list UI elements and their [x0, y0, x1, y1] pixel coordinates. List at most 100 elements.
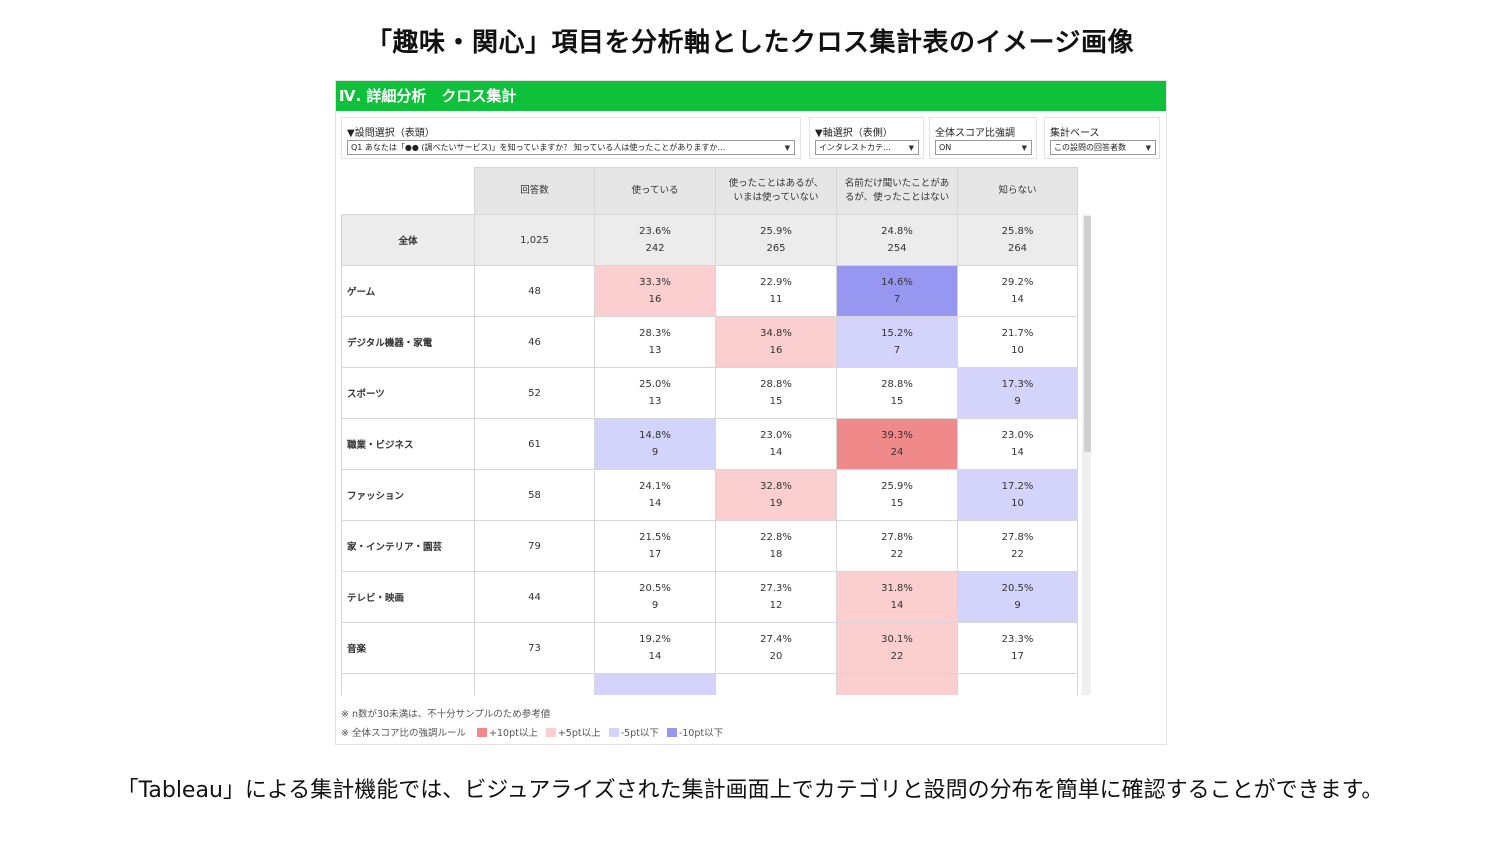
data-cell[interactable]: 23.3% 17	[957, 622, 1078, 674]
cell-percent: 17.2%	[1001, 481, 1034, 492]
data-cell[interactable]: 23.0% 14	[715, 418, 837, 470]
data-cell[interactable]: 29.2% 14	[957, 265, 1078, 317]
cell-percent: 21.7%	[1001, 328, 1034, 339]
cell-count: 13	[648, 396, 662, 407]
panel-header: Ⅳ. 詳細分析 クロス集計	[336, 81, 1166, 111]
data-cell[interactable]: 20.5% 9	[957, 571, 1078, 623]
axis-select[interactable]: インタレストカテ… ▼	[815, 140, 919, 155]
dropdown-caret-icon: ▼	[784, 144, 790, 152]
cell-percent: 20.5%	[639, 583, 671, 594]
column-header: 名前だけ聞いたことがあるが、使ったことはない	[836, 167, 958, 215]
response-count	[474, 673, 595, 695]
response-count: 52	[474, 367, 595, 419]
cell-count: 18	[769, 549, 783, 560]
data-cell[interactable]: 30.1% 22	[836, 622, 958, 674]
data-cell[interactable]: 25.0% 13	[594, 367, 716, 419]
data-cell[interactable]: 28.8% 15	[836, 367, 958, 419]
table-row: テレビ・映画 44 20.5% 9 27.3% 12 31.8% 14 20.5% 9	[341, 571, 1078, 623]
filter-axis-label: ▼軸選択（表側）	[815, 128, 893, 139]
data-cell[interactable]: 25.9% 265	[715, 214, 837, 266]
filter-emphasis-label: 全体スコア比強調	[935, 128, 1015, 139]
data-cell[interactable]: 14.6% 7	[836, 265, 958, 317]
data-cell[interactable]: 25.8% 264	[957, 214, 1078, 266]
filter-base: 集計ベース この設問の回答者数 ▼	[1044, 117, 1160, 159]
legend-swatch-icon	[545, 728, 556, 737]
dropdown-caret-icon: ▼	[908, 144, 914, 152]
column-header: 回答数	[474, 167, 595, 215]
response-count: 1,025	[474, 214, 595, 266]
data-cell[interactable]: 15.2% 7	[836, 316, 958, 368]
cell-count: 7	[893, 294, 901, 305]
cell-count: 13	[648, 345, 662, 356]
table-row: デジタル機器・家電 46 28.3% 13 34.8% 16 15.2% 7 21.7% 10	[341, 316, 1078, 368]
data-cell[interactable]: 33.3% 16	[594, 265, 716, 317]
data-cell[interactable]: 32.8% 19	[715, 469, 837, 521]
cell-count: 15	[890, 498, 904, 509]
caption: 「Tableau」による集計機能では、ビジュアライズされた集計画面上でカテゴリと…	[116, 778, 1384, 803]
cell-percent: 22.9%	[760, 277, 792, 288]
data-cell[interactable]: 27.3% 12	[715, 571, 837, 623]
response-count: 46	[474, 316, 595, 368]
column-header: 知らない	[957, 167, 1078, 215]
data-cell[interactable]: 28.8% 15	[715, 367, 837, 419]
legend-item: -10pt以下	[666, 724, 723, 743]
data-cell[interactable]: 17.2% 10	[957, 469, 1078, 521]
cell-count: 14	[1011, 294, 1024, 305]
column-header-label: 名前だけ聞いたことがあるが、使ったことはない	[844, 178, 950, 203]
table-row: スポーツ 52 25.0% 13 28.8% 15 28.8% 15 17.3% 9	[341, 367, 1078, 419]
data-cell[interactable]: 20.5% 9	[594, 571, 716, 623]
data-cell[interactable]: 22.8% 18	[715, 520, 837, 572]
cell-percent: 39.3%	[881, 430, 913, 441]
filter-axis: ▼軸選択（表側） インタレストカテ… ▼	[809, 117, 924, 159]
data-cell[interactable]: 29.1%	[957, 673, 1078, 695]
base-select[interactable]: この設問の回答者数 ▼	[1050, 140, 1156, 155]
data-cell[interactable]: 32.7%	[836, 673, 958, 695]
cell-percent: 27.4%	[760, 634, 792, 645]
data-cell[interactable]: 24.1% 14	[594, 469, 716, 521]
question-select[interactable]: Q1 あなたは「●● (調べたいサービス)」を知っていますか？ 知っている人は使…	[347, 140, 795, 155]
data-cell[interactable]: 17.3% 9	[957, 367, 1078, 419]
cell-percent: 24.8%	[881, 226, 913, 237]
row-label: 職業・ビジネス	[341, 418, 475, 470]
vertical-scrollbar[interactable]	[1082, 214, 1091, 695]
data-cell[interactable]: 28.3% 13	[594, 316, 716, 368]
cell-count: 11	[769, 294, 783, 305]
data-cell[interactable]: 21.9%	[715, 673, 837, 695]
legend-label: +5pt以上	[557, 728, 601, 739]
cell-percent: 23.0%	[760, 430, 792, 441]
row-label: ファッション	[341, 469, 475, 521]
cell-percent: 19.2%	[639, 634, 671, 645]
data-cell[interactable]: 27.4% 20	[715, 622, 837, 674]
data-cell[interactable]: 23.0% 14	[957, 418, 1078, 470]
data-cell[interactable]: 39.3% 24	[836, 418, 958, 470]
data-cell[interactable]: 34.8% 16	[715, 316, 837, 368]
emphasis-select[interactable]: ON ▼	[935, 140, 1032, 155]
cell-count: 7	[893, 345, 901, 356]
data-cell[interactable]: 16.4%	[594, 673, 716, 695]
axis-select-value: インタレストカテ…	[819, 143, 891, 152]
corner-cell	[341, 167, 475, 215]
data-cell[interactable]: 23.6% 242	[594, 214, 716, 266]
row-label: 家・インテリア・園芸	[341, 520, 475, 572]
cell-percent: 28.3%	[639, 328, 671, 339]
data-cell[interactable]: 31.8% 14	[836, 571, 958, 623]
base-select-value: この設問の回答者数	[1054, 143, 1126, 152]
data-cell[interactable]: 25.9% 15	[836, 469, 958, 521]
scrollbar-thumb[interactable]	[1084, 216, 1091, 452]
data-cell[interactable]: 14.8% 9	[594, 418, 716, 470]
cell-percent: 14.8%	[639, 430, 671, 441]
data-cell[interactable]: 27.8% 22	[836, 520, 958, 572]
data-cell[interactable]: 27.8% 22	[957, 520, 1078, 572]
data-cell[interactable]: 24.8% 254	[836, 214, 958, 266]
data-cell[interactable]: 21.5% 17	[594, 520, 716, 572]
emphasis-select-value: ON	[939, 143, 952, 152]
filter-emphasis: 全体スコア比強調 ON ▼	[929, 117, 1037, 159]
data-cell[interactable]: 19.2% 14	[594, 622, 716, 674]
note-legend: ※ 全体スコア比の強調ルール +10pt以上 +5pt以上 -5pt以下 -10pt以…	[341, 724, 731, 743]
row-label: 音楽	[341, 622, 475, 674]
cell-percent: 27.8%	[881, 532, 913, 543]
cell-percent: 23.3%	[1001, 634, 1034, 645]
data-cell[interactable]: 21.7% 10	[957, 316, 1078, 368]
data-cell[interactable]: 22.9% 11	[715, 265, 837, 317]
filter-bar: ▼設問選択（表頭） Q1 あなたは「●● (調べたいサービス)」を知っていますか…	[341, 117, 1161, 159]
